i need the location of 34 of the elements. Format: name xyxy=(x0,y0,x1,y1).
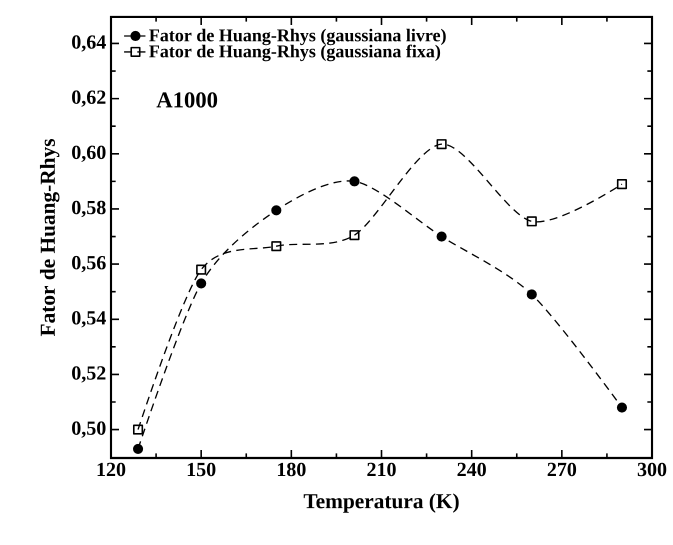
point xyxy=(436,139,447,150)
point xyxy=(526,289,537,300)
annotation: A1000 xyxy=(156,92,218,108)
x-tick-label: 270 xyxy=(548,462,576,476)
point xyxy=(196,278,206,288)
point xyxy=(132,424,144,435)
point xyxy=(616,179,628,190)
x-tick-label: 150 xyxy=(188,462,216,476)
point xyxy=(349,230,360,240)
x-tick-label: 240 xyxy=(458,462,486,476)
y-axis-title: Fator de Huang-Rhys xyxy=(40,139,60,336)
x-tick-label: 120 xyxy=(98,462,126,476)
point xyxy=(616,402,628,413)
point xyxy=(436,231,447,242)
y-tick-label: 0,50 xyxy=(72,421,106,438)
y-tick-label: 0,60 xyxy=(72,146,106,162)
legend-label: Fator de Huang-Rhys (gaussiana fixa) xyxy=(149,44,440,62)
x-tick-label: 300 xyxy=(638,462,666,476)
y-tick-label: 0,58 xyxy=(72,200,106,218)
point xyxy=(132,444,144,454)
point xyxy=(196,264,206,275)
point xyxy=(349,176,360,186)
x-tick-label: 210 xyxy=(367,462,396,476)
y-tick-label: 0,64 xyxy=(72,35,106,52)
y-tick-label: 0,56 xyxy=(72,256,106,272)
x-axis-title: Temperatura (K) xyxy=(304,493,459,513)
y-tick-label: 0,62 xyxy=(72,90,106,107)
point xyxy=(271,205,282,216)
y-tick-label: 0,52 xyxy=(72,366,106,383)
point xyxy=(271,241,282,252)
y-tick-label: 0,54 xyxy=(72,311,106,328)
point xyxy=(526,216,537,226)
x-tick-label: 180 xyxy=(278,462,306,476)
legend-label: Fator de Huang-Rhys (gaussiana livre) xyxy=(149,28,446,46)
